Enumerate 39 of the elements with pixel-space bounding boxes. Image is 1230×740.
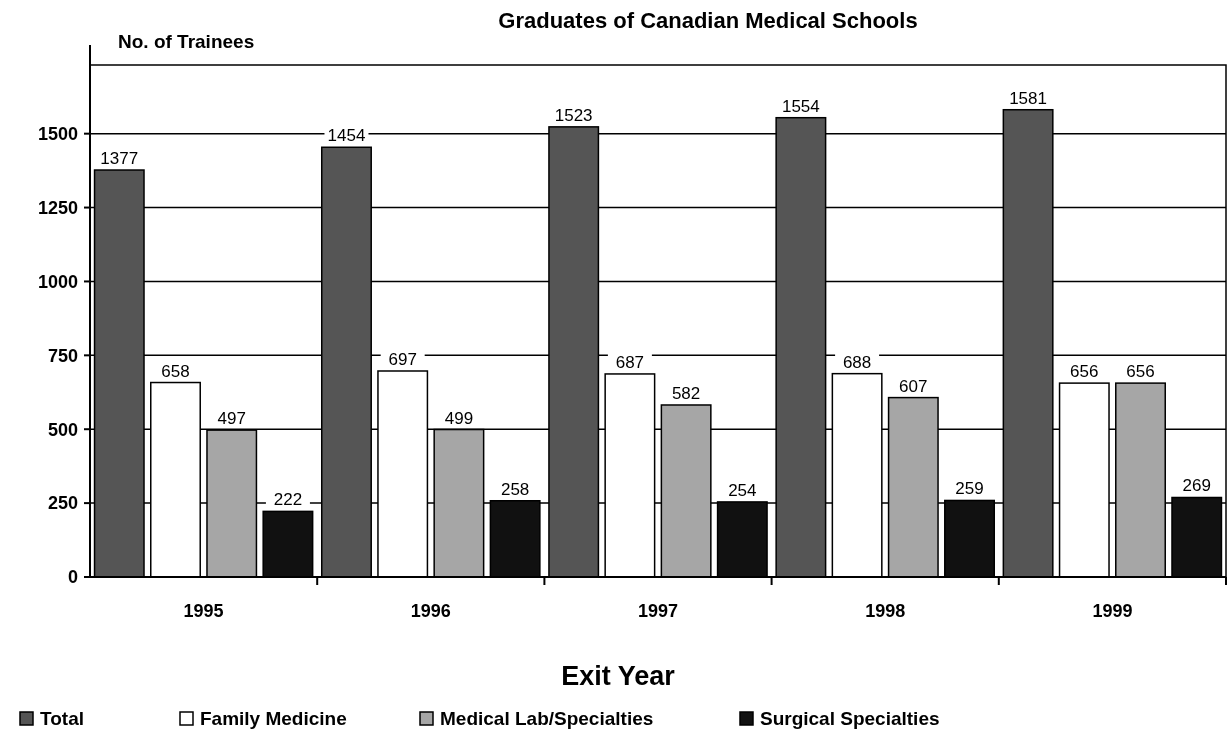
- x-tick-label: 1998: [865, 601, 906, 621]
- legend-label: Family Medicine: [200, 708, 347, 729]
- y-tick-label: 1500: [37, 123, 78, 144]
- data-label: 222: [273, 490, 303, 510]
- data-label: 607: [899, 376, 928, 396]
- y-tick-label: 1000: [37, 271, 78, 292]
- data-label: 1377: [100, 149, 139, 169]
- x-axis-title: Exit Year: [561, 661, 676, 691]
- data-label: 1523: [554, 105, 593, 125]
- legend-label: Total: [40, 708, 84, 729]
- y-tick-label: 250: [47, 493, 78, 514]
- data-label: 497: [217, 409, 246, 429]
- data-label: 656: [1070, 362, 1099, 382]
- data-label: 254: [728, 480, 757, 500]
- data-label: 1454: [327, 126, 366, 146]
- data-label: 688: [842, 352, 872, 372]
- x-tick-label: 1996: [410, 601, 451, 621]
- y-tick-label: 1250: [37, 197, 78, 218]
- data-label: 499: [444, 408, 474, 428]
- y-tick-label: 750: [47, 345, 78, 366]
- y-axis-title: No. of Trainees: [118, 31, 255, 52]
- legend-label: Medical Lab/Specialties: [440, 708, 654, 729]
- data-label: 658: [161, 361, 190, 381]
- chart-title: Graduates of Canadian Medical Schools: [498, 8, 918, 33]
- x-tick-label: 1995: [183, 601, 224, 621]
- data-label: 697: [388, 350, 417, 369]
- data-label: 1581: [1009, 88, 1047, 108]
- data-label: 582: [671, 383, 701, 403]
- data-label: 269: [1182, 476, 1211, 496]
- x-tick-label: 1999: [1092, 601, 1133, 621]
- data-label: 656: [1126, 362, 1155, 382]
- data-label: 258: [500, 479, 530, 499]
- y-tick-label: 500: [47, 419, 78, 440]
- data-label: 259: [955, 479, 984, 499]
- legend-label: Surgical Specialties: [760, 708, 940, 729]
- x-tick-label: 1997: [637, 601, 679, 621]
- y-tick-label: 0: [67, 567, 78, 588]
- data-label: 687: [615, 352, 645, 372]
- data-label: 1554: [781, 96, 820, 116]
